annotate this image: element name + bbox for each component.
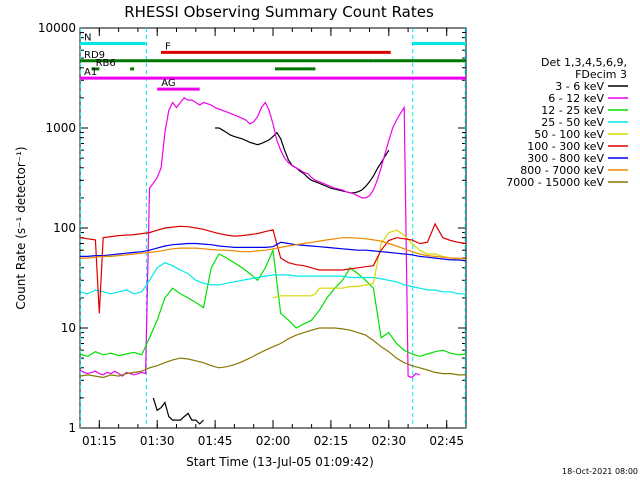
- x-tick-label: 02:45: [429, 434, 464, 448]
- x-tick-label: 02:30: [372, 434, 407, 448]
- series-line-100-300-kev: [79, 222, 467, 314]
- flag-label-rd9: RD9: [84, 50, 105, 61]
- x-tick-label: 01:15: [82, 434, 117, 448]
- series-line-6-12-kev: [79, 97, 420, 379]
- flag-label-ag: AG: [161, 78, 175, 89]
- flag-label-n: N: [84, 32, 91, 43]
- legend-entry-label: 12 - 25 keV: [541, 104, 604, 117]
- flag-label-f: F: [165, 41, 171, 52]
- legend-entry-label: 100 - 300 keV: [527, 140, 604, 153]
- y-axis-label: Count Rate (s⁻¹ detector⁻¹): [14, 146, 28, 309]
- plot-area: 01:15 01:30 01:45 02:00 02:15 02:30 02:45 1 10 10…: [38, 21, 467, 448]
- legend-entry-label: 50 - 100 keV: [534, 128, 604, 141]
- x-tick-label: 01:30: [140, 434, 175, 448]
- y-tick-label: 100: [53, 221, 76, 235]
- series-line-300-800-kev: [80, 241, 467, 262]
- series-line-25-50-kev: [79, 262, 466, 295]
- legend-entry-label: 300 - 800 keV: [527, 152, 604, 165]
- legend-header: FDecim 3: [575, 68, 627, 81]
- chart-title: RHESSI Observing Summary Count Rates: [124, 3, 434, 21]
- legend-entry-label: 25 - 50 keV: [541, 116, 604, 129]
- legend-entry-label: 800 - 7000 keV: [520, 164, 604, 177]
- x-tick-label: 01:45: [198, 434, 233, 448]
- series-line-3-6-kev: [152, 127, 390, 425]
- flag-label-a1: A1: [84, 67, 97, 78]
- legend-entry-label: 6 - 12 keV: [548, 92, 604, 105]
- flag-label-rb6: RB6: [96, 58, 116, 69]
- footer-timestamp: 18-Oct-2021 08:00: [562, 467, 638, 476]
- legend-header: Det 1,3,4,5,6,9,: [541, 56, 627, 69]
- y-tick-label: 10000: [38, 21, 76, 35]
- y-tick-label: 1000: [45, 121, 76, 135]
- legend-entry-label: 3 - 6 keV: [555, 80, 604, 93]
- legend-entry-label: 7000 - 15000 keV: [506, 176, 604, 189]
- series-line-50-100-kev: [272, 229, 467, 299]
- series-line-800-7000-kev: [80, 237, 467, 260]
- x-tick-label: 02:15: [314, 434, 349, 448]
- y-tick-label: 1: [68, 421, 76, 435]
- series-line-7000-15000-kev: [79, 327, 466, 379]
- x-axis-label: Start Time (13-Jul-05 01:09:42): [186, 455, 374, 469]
- series-line-12-25-kev: [79, 247, 467, 358]
- x-tick-label: 02:00: [256, 434, 291, 448]
- y-tick-label: 10: [61, 321, 76, 335]
